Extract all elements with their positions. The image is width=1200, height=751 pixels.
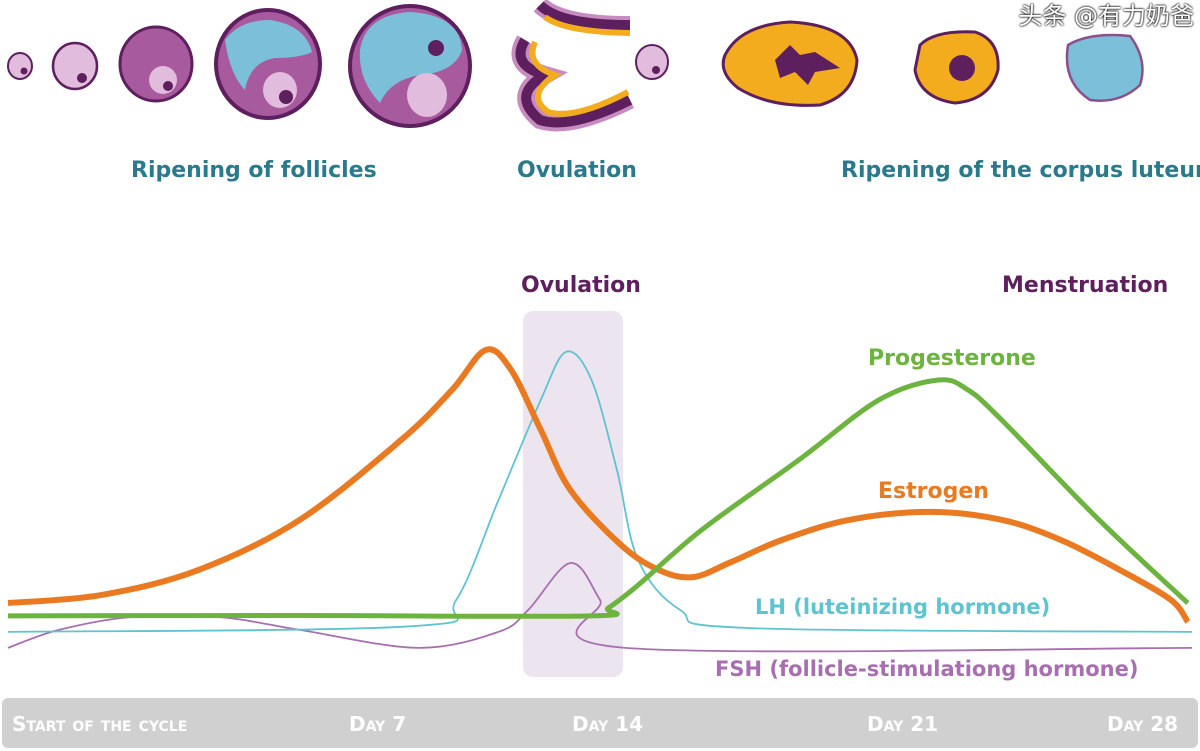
x-tick-day14: Day 14 [572, 712, 644, 736]
corpus-luteum-1-icon [721, 20, 859, 107]
series-line-progesterone [7, 377, 1190, 619]
series-line-estrogen [7, 346, 1191, 624]
x-tick-start: Start of the cycle [12, 712, 188, 736]
egg-cell-icon [635, 44, 669, 80]
ruptured-follicle-icon [511, 0, 635, 132]
corpus-luteum-2-icon [913, 30, 1000, 105]
legend-progesterone: Progesterone [868, 346, 1036, 371]
x-tick-day21: Day 21 [867, 712, 939, 736]
phase-label-ovulation: Ovulation [521, 273, 641, 298]
corpus-albicans-icon [1065, 33, 1144, 102]
stage-label-corpus-luteum: Ripening of the corpus luteum [841, 158, 1200, 183]
legend-fsh: FSH (follicle-stimulationg hormone) [715, 657, 1139, 681]
follicle-4-icon [214, 8, 322, 120]
x-tick-day7: Day 7 [349, 712, 407, 736]
legend-estrogen: Estrogen [878, 479, 989, 504]
follicle-2-icon [51, 41, 99, 91]
x-tick-day28: Day 28 [1107, 712, 1179, 736]
x-axis-bar: Start of the cycle Day 7 Day 14 Day 21 D… [2, 698, 1198, 748]
stage-label-follicles: Ripening of follicles [131, 158, 377, 183]
series-line-lh [7, 350, 1193, 633]
follicle-3-icon [118, 25, 194, 103]
follicle-5-icon [348, 4, 472, 128]
stage-label-ovulation: Ovulation [517, 158, 637, 183]
phase-label-menstruation: Menstruation [1002, 273, 1169, 298]
watermark: 头条 @有力奶爸 [1018, 2, 1194, 30]
follicle-1-icon [7, 52, 33, 80]
legend-lh: LH (luteinizing hormone) [755, 595, 1051, 619]
follicle-illustrations [7, 0, 1144, 132]
